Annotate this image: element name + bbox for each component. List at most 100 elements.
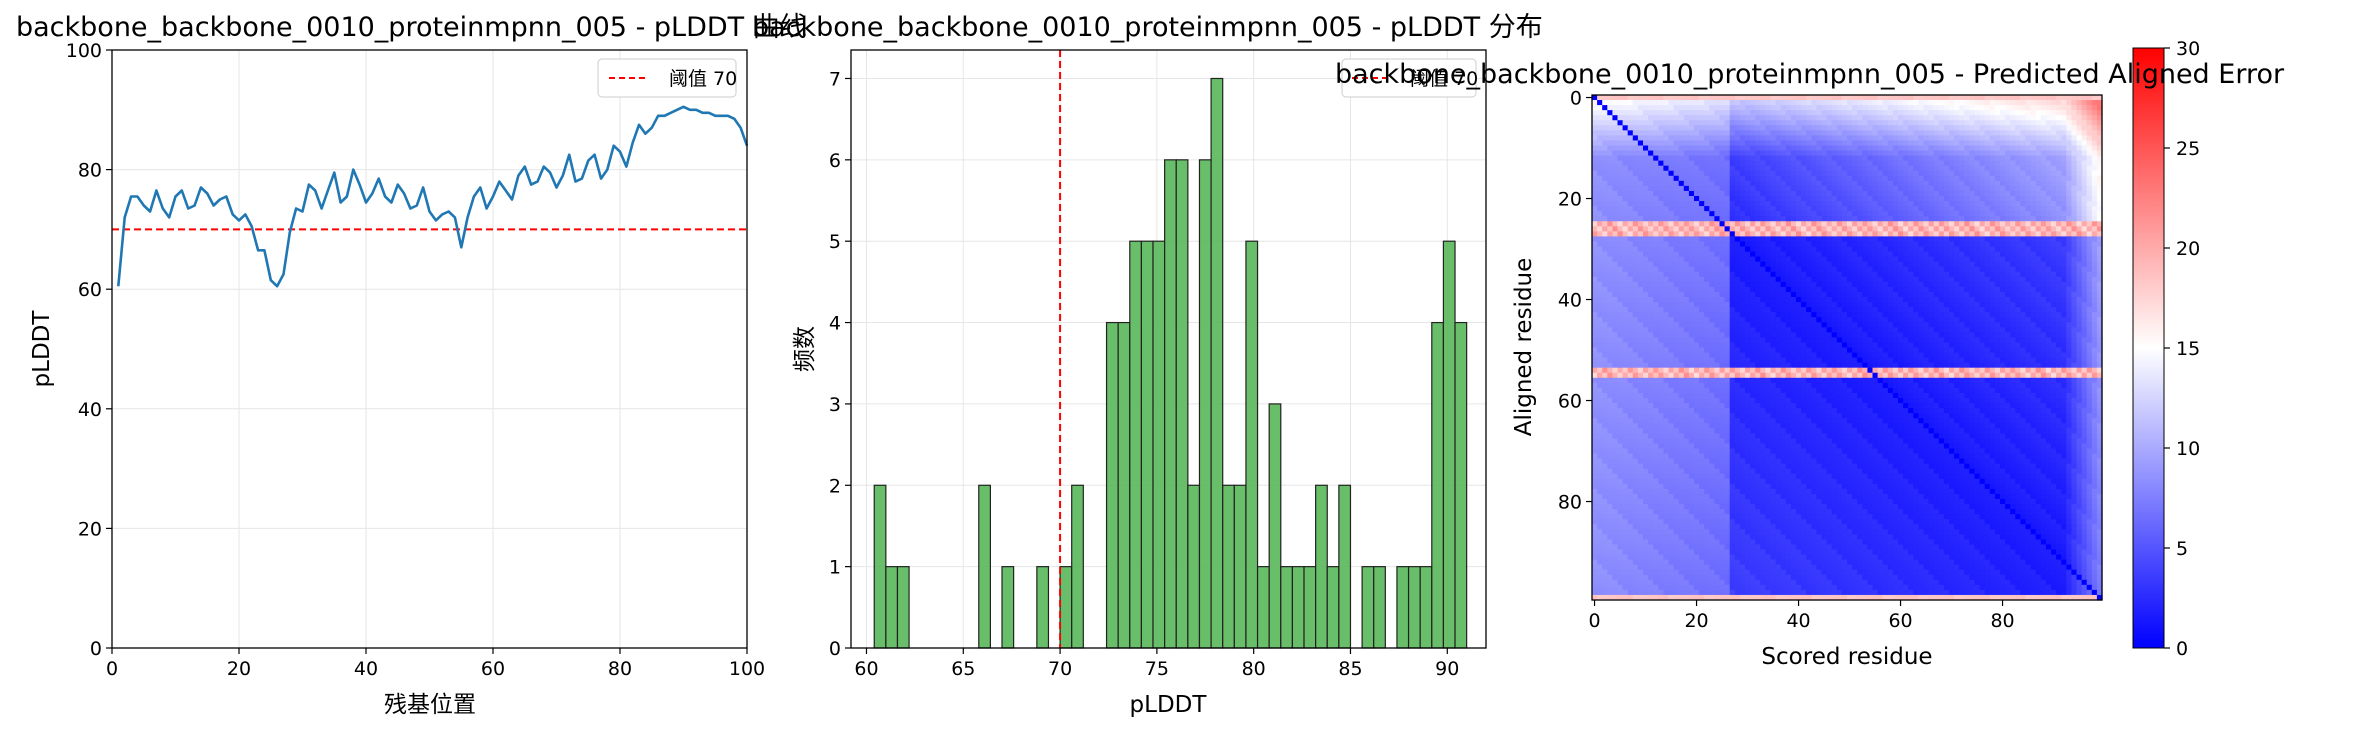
- pae-cell: [1745, 322, 1751, 328]
- pae-cell: [1785, 241, 1792, 248]
- pae-cell: [2010, 190, 2016, 197]
- pae-cell: [2040, 95, 2047, 101]
- pae-cell: [1989, 297, 1996, 303]
- pae-cell: [1622, 337, 1629, 344]
- pae-cell: [1831, 100, 1838, 106]
- pae-cell: [1617, 302, 1624, 308]
- pae-cell: [1617, 236, 1624, 243]
- pae-cell: [1816, 180, 1823, 187]
- pae-cell: [1719, 332, 1726, 338]
- pae-cell: [1841, 95, 1848, 101]
- pae-cell: [1734, 281, 1741, 288]
- pae-cell: [1755, 266, 1761, 273]
- pae-cell: [1704, 175, 1710, 182]
- pae-cell: [1775, 95, 1782, 101]
- pae-cell: [1612, 276, 1619, 283]
- pae-cell: [1938, 312, 1945, 318]
- pae-cell: [1938, 216, 1945, 222]
- pae-cell: [1597, 160, 1603, 167]
- pae-cell: [1994, 327, 2001, 333]
- pae-cell: [1724, 307, 1731, 313]
- pae-cell: [2086, 261, 2093, 268]
- pae-cell: [1801, 201, 1807, 207]
- pae-cell: [1841, 145, 1848, 152]
- pae-cell: [1928, 125, 1935, 131]
- pae-cell: [2071, 251, 2078, 258]
- pae-cell: [2005, 196, 2011, 202]
- pae-cell: [2030, 150, 2037, 157]
- pae-cell: [1699, 291, 1705, 298]
- pae-cell: [1994, 221, 2001, 227]
- pae-cell: [1617, 211, 1624, 217]
- pae-cell: [1668, 95, 1675, 101]
- pae-cell: [2025, 206, 2032, 212]
- pae-cell: [1597, 120, 1603, 126]
- pae-cell: [1852, 130, 1858, 136]
- pae-cell: [1949, 135, 1955, 142]
- pae-cell: [1780, 105, 1787, 111]
- pae-cell: [1607, 140, 1613, 147]
- pae-cell: [1801, 185, 1807, 192]
- pae-cell: [1658, 276, 1664, 283]
- pae-cell: [1673, 231, 1680, 237]
- pae-cell: [2030, 140, 2037, 147]
- pae-cell: [1872, 140, 1879, 147]
- pae-cell: [1806, 125, 1812, 131]
- pae-cell: [1903, 246, 1909, 253]
- pae-cell: [2071, 302, 2078, 308]
- pae-cell: [1887, 95, 1894, 101]
- pae-cell: [1943, 276, 1950, 283]
- pae-cell: [1699, 256, 1705, 263]
- pae-cell: [1734, 226, 1741, 232]
- pae-cell: [1719, 105, 1726, 111]
- pae-cell: [1857, 125, 1863, 131]
- pae-cell: [1612, 145, 1619, 152]
- pae-cell: [1898, 312, 1904, 318]
- pae-cell: [2071, 155, 2078, 162]
- pae-cell: [1683, 206, 1690, 212]
- pae-cell: [1908, 312, 1914, 318]
- pae-cell: [1714, 241, 1721, 248]
- pae-cell: [1750, 221, 1756, 227]
- pae-cell: [1943, 291, 1950, 298]
- pae-cell: [1872, 95, 1879, 101]
- pae-cell: [1908, 291, 1914, 298]
- pae-cell: [1755, 281, 1761, 288]
- pae-cell: [1984, 286, 1991, 293]
- pae-cell: [1755, 231, 1761, 237]
- pae-cell: [1724, 271, 1731, 278]
- pae-cell: [1857, 241, 1863, 248]
- pae-cell: [1780, 165, 1787, 172]
- pae-cell: [1989, 105, 1996, 111]
- pae-cell: [1597, 196, 1603, 202]
- pae-cell: [1658, 180, 1664, 187]
- pae-cell: [1857, 201, 1863, 207]
- pae-cell: [1908, 196, 1914, 202]
- pae-cell: [1974, 145, 1981, 152]
- pae-cell: [1969, 95, 1976, 101]
- pae-cell: [1933, 291, 1940, 298]
- pae-cell: [1928, 251, 1935, 258]
- pae-cell: [1933, 165, 1940, 172]
- pae-cell: [1989, 251, 1996, 258]
- pae-cell: [1984, 180, 1991, 187]
- pae-cell: [1877, 165, 1884, 172]
- pae-cell: [1780, 337, 1787, 344]
- pae-cell: [1954, 165, 1960, 172]
- pae-cell: [1663, 276, 1670, 283]
- pae-cell: [1627, 312, 1634, 318]
- pae-cell: [1668, 135, 1675, 142]
- pae-cell: [1801, 110, 1807, 116]
- pae-cell: [1923, 145, 1930, 152]
- pae-cell: [1688, 226, 1695, 232]
- pae-cell: [1796, 160, 1802, 167]
- pae-cell: [1658, 261, 1664, 268]
- pae-cell: [1724, 130, 1731, 136]
- pae-cell: [1994, 196, 2001, 202]
- pae-cell: [1892, 286, 1899, 293]
- pae-cell: [1704, 110, 1710, 116]
- pae-cell: [1724, 281, 1731, 288]
- pae-cell: [1612, 307, 1619, 313]
- pae-cell: [2040, 307, 2047, 313]
